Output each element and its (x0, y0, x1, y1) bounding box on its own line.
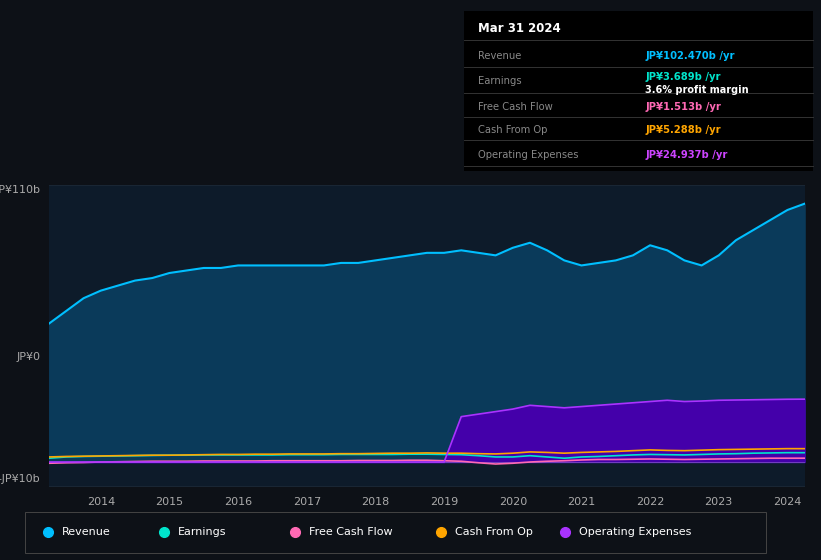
Text: Free Cash Flow: Free Cash Flow (309, 527, 392, 537)
Text: Earnings: Earnings (177, 527, 226, 537)
Text: Cash From Op: Cash From Op (456, 527, 533, 537)
Text: Operating Expenses: Operating Expenses (579, 527, 691, 537)
Text: JP¥110b: JP¥110b (0, 185, 40, 195)
Text: Free Cash Flow: Free Cash Flow (478, 102, 553, 112)
Text: Mar 31 2024: Mar 31 2024 (478, 22, 561, 35)
Text: -JP¥10b: -JP¥10b (0, 474, 40, 484)
Text: JP¥24.937b /yr: JP¥24.937b /yr (645, 150, 727, 160)
Text: JP¥0: JP¥0 (16, 352, 40, 362)
Text: 3.6% profit margin: 3.6% profit margin (645, 85, 749, 95)
Text: JP¥5.288b /yr: JP¥5.288b /yr (645, 125, 721, 135)
Text: Earnings: Earnings (478, 76, 521, 86)
Text: Cash From Op: Cash From Op (478, 125, 548, 135)
Text: Operating Expenses: Operating Expenses (478, 150, 578, 160)
Text: JP¥3.689b /yr: JP¥3.689b /yr (645, 72, 721, 82)
Text: Revenue: Revenue (62, 527, 110, 537)
Text: Revenue: Revenue (478, 51, 521, 61)
Text: JP¥1.513b /yr: JP¥1.513b /yr (645, 102, 721, 112)
Text: JP¥102.470b /yr: JP¥102.470b /yr (645, 51, 735, 61)
